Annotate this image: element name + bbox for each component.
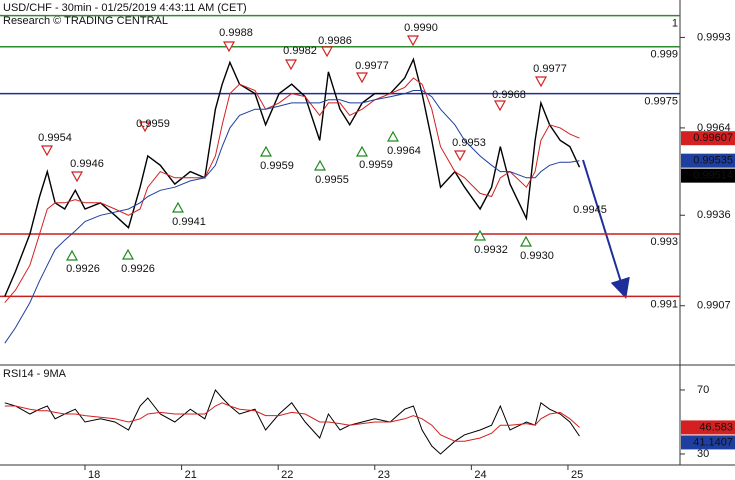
- y-tick-label: 0.9964: [697, 122, 731, 134]
- last-value-label: 0.99607: [693, 132, 733, 144]
- y-tick-label: 0.9907: [697, 300, 731, 312]
- support-marker: [355, 145, 369, 157]
- annotation-label: 0.9982: [283, 45, 317, 57]
- y-tick-label: 70: [697, 384, 709, 396]
- y-tick-label: 0.9993: [697, 31, 731, 43]
- resistance-marker: [284, 59, 298, 71]
- x-tick-label: 25: [571, 469, 583, 480]
- annotation-label: 0.9930: [520, 250, 554, 262]
- last-value-box: [681, 168, 735, 183]
- y-tick-label: 0.9936: [697, 209, 731, 221]
- annotation-label: 0.9990: [404, 22, 438, 34]
- annotation-label: 0.9959: [136, 118, 170, 130]
- resistance-marker: [534, 76, 548, 88]
- x-tick-label: 18: [88, 469, 100, 480]
- resistance-marker: [222, 41, 236, 53]
- annotation-label: 0.9977: [355, 60, 389, 72]
- resistance-marker: [40, 145, 54, 157]
- series-line: [4, 90, 580, 344]
- last-value-label: 0.99514: [693, 170, 733, 182]
- series-line: [4, 57, 581, 297]
- support-marker: [259, 145, 273, 157]
- last-value-label: 0.99535: [693, 155, 733, 167]
- resistance-marker: [406, 35, 420, 47]
- level-label: 0.991: [650, 298, 678, 310]
- annotation-label: 0.9959: [359, 159, 393, 171]
- x-tick-label: 24: [474, 469, 486, 480]
- support-marker: [121, 248, 135, 260]
- series-line: [4, 77, 580, 303]
- last-value-box: [681, 420, 735, 435]
- last-value-box: [681, 435, 735, 450]
- support-marker: [313, 159, 327, 171]
- indicator-title: RSI14 - 9MA: [3, 368, 67, 380]
- annotation-label: 0.9941: [172, 216, 206, 228]
- support-marker: [473, 229, 487, 241]
- annotation-label: 0.9926: [66, 263, 100, 275]
- annotation-label: 0.9954: [38, 132, 72, 144]
- annotation-label: 0.9953: [452, 137, 486, 149]
- x-tick-label: 21: [185, 469, 197, 480]
- chart-title: USD/CHF - 30min - 01/25/2019 4:43:11 AM …: [3, 2, 247, 14]
- last-value-box: [681, 153, 735, 168]
- chart-subtitle: Research © TRADING CENTRAL: [3, 15, 168, 27]
- annotation-label: 0.9968: [492, 89, 526, 101]
- annotation-label: 0.9926: [121, 263, 155, 275]
- annotation-label: 0.9986: [318, 35, 352, 47]
- level-label: 0.993: [650, 236, 678, 248]
- resistance-marker: [138, 121, 152, 133]
- series-line: [4, 402, 580, 442]
- level-label: 0.999: [650, 49, 678, 61]
- annotation-label: 0.9932: [474, 244, 508, 256]
- support-marker: [386, 130, 400, 142]
- annotation-label: 0.9977: [533, 63, 567, 75]
- x-tick-label: 22: [281, 469, 293, 480]
- last-value-label: 46.583: [699, 421, 733, 433]
- resistance-marker: [320, 46, 334, 58]
- level-label: 0.9975: [644, 95, 678, 107]
- resistance-marker: [70, 171, 84, 183]
- annotation-label: 0.9988: [219, 27, 253, 39]
- annotation-label: 0.9959: [260, 160, 294, 172]
- support-marker: [171, 201, 185, 213]
- annotation-label: 0.9946: [70, 158, 104, 170]
- last-value-box: [681, 131, 735, 146]
- x-tick-label: 23: [378, 469, 390, 480]
- annotation-label: 0.9955: [315, 174, 349, 186]
- forecast-arrow: [582, 159, 630, 299]
- annotation-label: 0.9964: [387, 145, 421, 157]
- annotation-label: 0.9945: [573, 204, 607, 216]
- resistance-marker: [453, 150, 467, 162]
- y-tick-label: 30: [697, 448, 709, 460]
- series-line: [4, 389, 580, 455]
- resistance-marker: [355, 72, 369, 84]
- resistance-marker: [493, 100, 507, 112]
- level-label: 1: [672, 18, 678, 30]
- last-value-label: 41.1407: [693, 436, 733, 448]
- support-marker: [65, 249, 79, 261]
- support-marker: [519, 235, 533, 247]
